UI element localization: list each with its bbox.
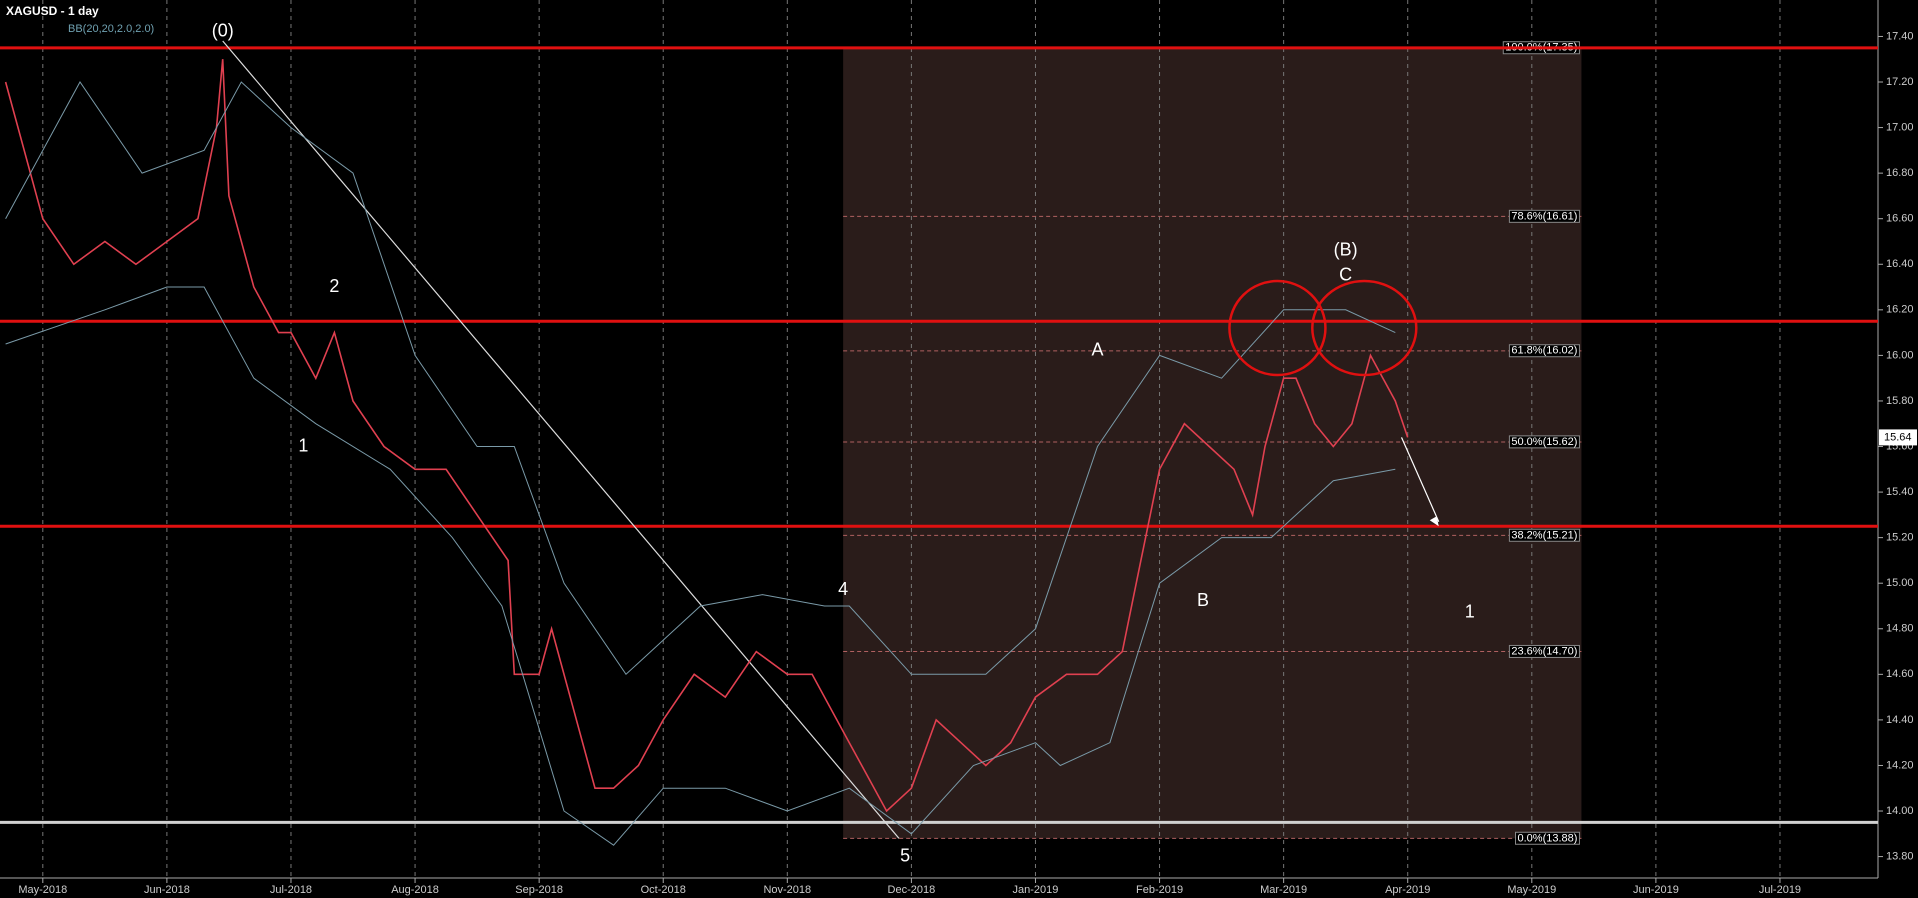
x-tick-label: Sep-2018 [515, 884, 563, 896]
y-tick-label: 16.20 [1886, 304, 1914, 316]
x-tick-label: Dec-2018 [888, 884, 936, 896]
x-tick-label: Jul-2018 [270, 884, 312, 896]
trendline [222, 40, 900, 839]
y-tick-label: 17.00 [1886, 121, 1914, 133]
x-tick-label: Jan-2019 [1013, 884, 1059, 896]
fib-label-bg [1508, 644, 1580, 658]
y-tick-label: 17.40 [1886, 30, 1914, 42]
y-tick-label: 14.20 [1886, 759, 1914, 771]
x-tick-label: Jun-2018 [144, 884, 190, 896]
wave-label: 1 [1465, 602, 1475, 622]
wave-label: C [1339, 264, 1352, 284]
fib-label: 38.2%(15.21) [1511, 529, 1577, 541]
fib-label: 78.6%(16.61) [1511, 210, 1577, 222]
y-tick-label: 16.80 [1886, 167, 1914, 179]
fib-label-bg [1515, 831, 1580, 845]
bollinger-band [5, 286, 1396, 846]
fib-label-bg [1508, 344, 1580, 358]
fib-label: 61.8%(16.02) [1511, 345, 1577, 357]
bollinger-band [5, 81, 1396, 676]
x-tick-label: Jun-2019 [1633, 884, 1679, 896]
y-tick-label: 15.00 [1886, 577, 1914, 589]
last-price-box [1879, 429, 1917, 446]
wave-label: 2 [329, 276, 339, 296]
y-tick-label: 16.40 [1886, 258, 1914, 270]
chart-subtitle: BB(20,20,2.0,2.0) [68, 23, 154, 35]
y-tick-label: 14.80 [1886, 623, 1914, 635]
wave-label: B [1197, 590, 1209, 610]
arrow [1400, 437, 1440, 522]
highlight-circle [1311, 279, 1418, 377]
wave-label: (B) [1334, 239, 1358, 259]
highlight-circle [1228, 279, 1327, 377]
arrow-head [1429, 516, 1439, 527]
x-tick-label: Mar-2019 [1260, 884, 1307, 896]
y-tick-label: 14.00 [1886, 805, 1914, 817]
y-tick-label: 15.80 [1886, 395, 1914, 407]
x-tick-label: Apr-2019 [1385, 884, 1430, 896]
fib-box [843, 47, 1582, 839]
y-tick-label: 14.60 [1886, 668, 1914, 680]
fib-label-bg [1508, 435, 1580, 449]
last-price-label: 15.64 [1884, 431, 1912, 443]
fib-label: 23.6%(14.70) [1511, 645, 1577, 657]
chart-title: XAGUSD - 1 day [6, 4, 99, 18]
wave-label: 1 [298, 435, 308, 455]
y-tick-label: 14.40 [1886, 714, 1914, 726]
y-tick-label: 17.20 [1886, 76, 1914, 88]
wave-label: (0) [212, 21, 234, 41]
fib-label-bg [1508, 528, 1580, 542]
y-tick-label: 13.80 [1886, 850, 1914, 862]
wave-label: A [1092, 340, 1104, 360]
y-tick-label: 16.00 [1886, 349, 1914, 361]
x-tick-label: Oct-2018 [641, 884, 686, 896]
fib-label-bg [1508, 209, 1580, 223]
x-tick-label: May-2018 [18, 884, 67, 896]
wave-label: 5 [900, 845, 910, 865]
x-tick-label: Aug-2018 [391, 884, 439, 896]
fib-label: 0.0%(13.88) [1518, 832, 1578, 844]
x-tick-label: Nov-2018 [763, 884, 811, 896]
x-tick-label: Feb-2019 [1136, 884, 1183, 896]
y-tick-label: 15.40 [1886, 486, 1914, 498]
y-tick-label: 15.20 [1886, 532, 1914, 544]
x-tick-label: Jul-2019 [1759, 884, 1801, 896]
wave-label: 4 [838, 579, 848, 599]
y-tick-label: 16.60 [1886, 213, 1914, 225]
x-tick-label: May-2019 [1507, 884, 1556, 896]
fib-label: 50.0%(15.62) [1511, 436, 1577, 448]
price-line [4, 59, 1409, 813]
